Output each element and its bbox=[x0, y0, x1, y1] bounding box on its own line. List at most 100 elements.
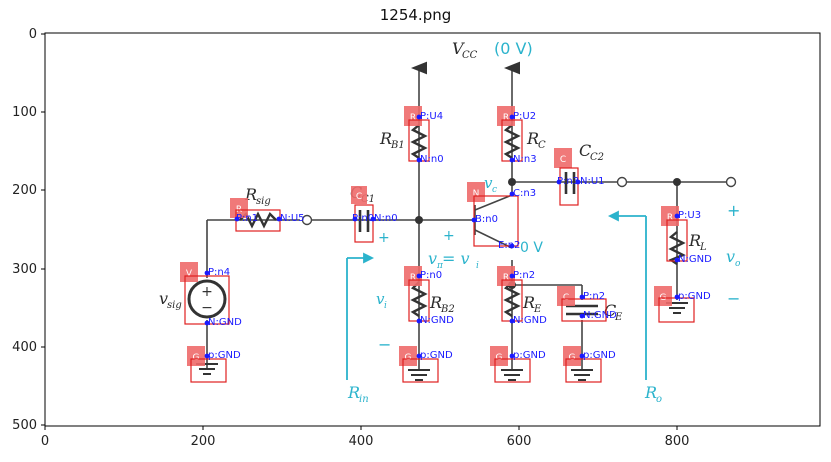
x-axis-ticks: 0 200 400 600 800 bbox=[41, 426, 690, 449]
pin-label: N:n0 bbox=[374, 213, 398, 224]
annotation-ground-vsig: G p:GND bbox=[187, 346, 241, 383]
y-tick-label: 400 bbox=[12, 340, 37, 355]
rin-label: R bbox=[347, 383, 360, 402]
component-badge: R bbox=[410, 273, 416, 283]
component-badge: G bbox=[405, 353, 412, 363]
vcc-label: V bbox=[452, 39, 465, 58]
vsig-label: v bbox=[159, 289, 168, 308]
component-badge: R bbox=[667, 213, 673, 223]
annotation-rb2: R P:n0 N:GND bbox=[404, 266, 454, 326]
vc-label: v bbox=[484, 174, 493, 192]
vpi-sub: π bbox=[436, 261, 444, 271]
zero-v-label: 0 V bbox=[520, 240, 543, 256]
rsig-sub: sig bbox=[256, 196, 271, 207]
pin-label: N:GND bbox=[583, 310, 617, 321]
annotation-transistor: N C:n3 B:n0 E:n2 bbox=[467, 182, 536, 251]
annotation-overlay: R P:U4 N:n0 R P:U2 N:n3 C bbox=[180, 106, 712, 383]
y-tick-label: 0 bbox=[29, 27, 37, 42]
re-sub: E bbox=[533, 304, 542, 315]
vo-label: v bbox=[726, 247, 735, 266]
annotation-cc1: C P:n0 N:n0 bbox=[351, 186, 398, 243]
x-tick-label: 600 bbox=[507, 434, 532, 449]
pin-label: P:n3 bbox=[557, 176, 579, 187]
pin-label: P:n4 bbox=[208, 267, 230, 278]
component-badge: G bbox=[193, 353, 200, 363]
component-badge: V bbox=[186, 269, 193, 279]
x-tick-label: 0 bbox=[41, 434, 49, 449]
pin-label: C:n3 bbox=[513, 188, 536, 199]
annotation-re: R P:n2 N:GND bbox=[497, 266, 547, 326]
pin-label: p:GND bbox=[678, 291, 711, 302]
annotation-ground-ce: G p:GND bbox=[563, 346, 616, 383]
pin-label: P:U4 bbox=[420, 111, 443, 122]
vcc-sub: CC bbox=[462, 50, 478, 61]
pin-label: P:n0 bbox=[352, 213, 374, 224]
x-tick-label: 400 bbox=[349, 434, 374, 449]
open-terminals bbox=[301, 176, 737, 226]
cc2-label: C bbox=[579, 141, 591, 160]
component-badge: N bbox=[473, 189, 480, 199]
minus-vo: − bbox=[727, 289, 740, 308]
pin-label: E:n2 bbox=[498, 240, 520, 251]
pin-label: N:GND bbox=[208, 317, 242, 328]
re-label: R bbox=[522, 293, 535, 312]
pin-label: p:GND bbox=[583, 350, 616, 361]
ro-label: R bbox=[644, 383, 657, 402]
rl-sub: L bbox=[699, 242, 707, 253]
vcc-value: (0 V) bbox=[494, 39, 533, 58]
rl-label: R bbox=[688, 231, 701, 250]
ce-label: C bbox=[604, 301, 616, 320]
pin-label: P:n2 bbox=[583, 291, 605, 302]
annotation-ce: C P:n2 N:GND bbox=[557, 286, 617, 322]
pin-label: N:GND bbox=[420, 315, 454, 326]
x-tick-label: 200 bbox=[191, 434, 216, 449]
plus-vpi-left: + bbox=[378, 230, 390, 246]
plot-frame bbox=[44, 32, 821, 427]
pin-label: N:n3 bbox=[513, 154, 537, 165]
pin-label: N:GND bbox=[513, 315, 547, 326]
annotation-ground-rl: G p:GND bbox=[654, 286, 711, 323]
svg-text:+: + bbox=[201, 284, 213, 300]
vpi-label: v bbox=[428, 249, 437, 268]
pin-label: N:GND bbox=[678, 254, 712, 265]
rc-sub: C bbox=[538, 140, 546, 151]
vo-sub: o bbox=[735, 259, 741, 269]
rb1-sub: B1 bbox=[390, 140, 405, 151]
rb1-label: R bbox=[379, 129, 392, 148]
resistor-zigzags bbox=[239, 124, 686, 317]
pin-label: p:GND bbox=[420, 350, 453, 361]
minus-vi: − bbox=[378, 335, 391, 354]
vi-sub: i bbox=[384, 301, 387, 311]
ro-sub: o bbox=[656, 394, 662, 405]
vc-sub: c bbox=[492, 185, 497, 195]
pin-label: P:U2 bbox=[513, 111, 536, 122]
component-badge: R bbox=[503, 113, 509, 123]
circuit-labels: V CC (0 V) R B1 R C C C2 R sig C C1 v c … bbox=[159, 39, 741, 405]
pin-label: B:n0 bbox=[475, 214, 498, 225]
svg-text:−: − bbox=[201, 300, 213, 316]
plus-vo: + bbox=[727, 201, 740, 220]
cc1-sub: C1 bbox=[361, 194, 375, 205]
component-badge: G bbox=[496, 353, 503, 363]
annotation-cc2: C P:n3 N:U1 bbox=[554, 148, 605, 206]
component-badge: C bbox=[356, 192, 362, 202]
annotation-rb1: R P:U4 N:n0 bbox=[404, 106, 444, 165]
component-badge: R bbox=[503, 273, 509, 283]
rb2-sub: B2 bbox=[440, 304, 455, 315]
annotation-rc: R P:U2 N:n3 bbox=[497, 106, 537, 165]
vpi-rest: = v bbox=[442, 249, 470, 268]
vsig-sub: sig bbox=[167, 300, 182, 311]
annotation-ground-re: G p:GND bbox=[490, 346, 546, 383]
pin-label: P:n1 bbox=[236, 213, 258, 224]
pin-label: p:GND bbox=[208, 350, 241, 361]
ce-sub: E bbox=[614, 312, 623, 323]
rb2-label: R bbox=[429, 293, 442, 312]
component-badge: G bbox=[569, 353, 576, 363]
vpi-rest-sub: i bbox=[476, 261, 479, 271]
y-axis-ticks: 0 100 200 300 400 500 bbox=[12, 27, 45, 433]
component-badge: C bbox=[563, 293, 569, 303]
annotation-ground-rb2: G p:GND bbox=[399, 346, 453, 383]
x-tick-label: 800 bbox=[665, 434, 690, 449]
